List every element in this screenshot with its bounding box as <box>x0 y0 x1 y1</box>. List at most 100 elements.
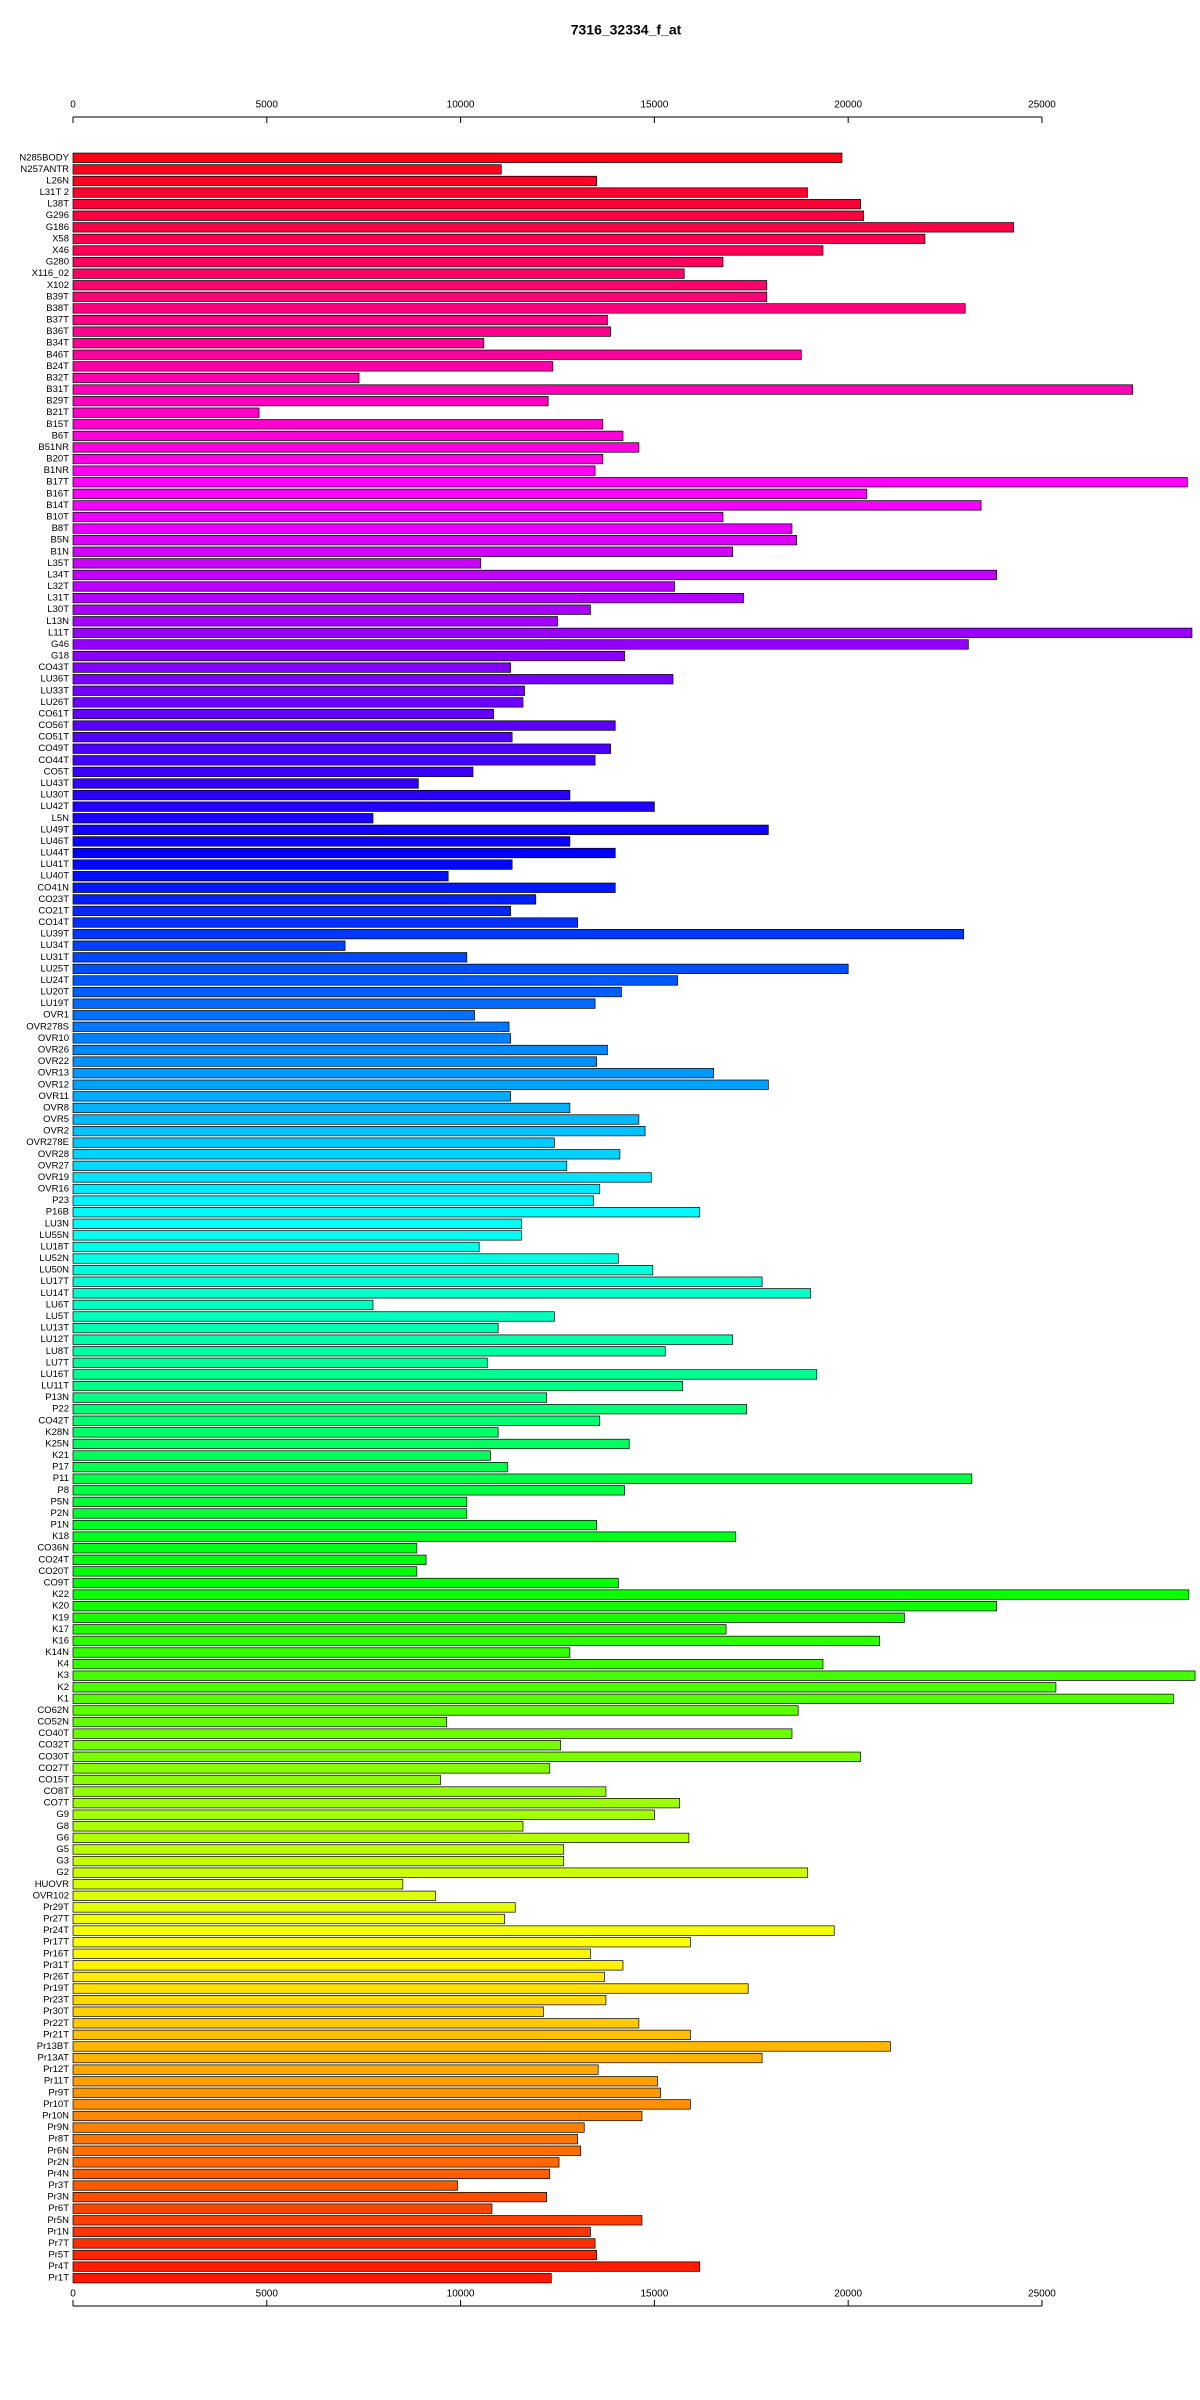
bar <box>72 2145 582 2156</box>
bar <box>72 361 554 372</box>
y-tick-label: L35T <box>47 558 69 569</box>
y-tick-label: CO23T <box>38 894 69 905</box>
bar <box>72 1693 1174 1704</box>
y-tick-label: Pr9N <box>47 2122 69 2133</box>
bar <box>72 2273 552 2284</box>
bar <box>72 1971 605 1983</box>
y-tick-label: B34T <box>46 338 69 349</box>
y-tick-label: OVR13 <box>38 1068 69 1079</box>
y-tick-label: LU19T <box>40 998 69 1009</box>
y-tick-label: CO61T <box>38 708 69 719</box>
y-tick-label: LU5T <box>46 1311 69 1322</box>
y-tick-label: L5N <box>52 813 70 824</box>
y-tick-label: CO62N <box>37 1705 69 1716</box>
y-tick-label: LU12T <box>40 1334 69 1345</box>
bar <box>72 2134 578 2145</box>
y-tick-label: LU34T <box>40 940 69 951</box>
y-tick-label: K25N <box>45 1438 69 1449</box>
y-tick-label: B38T <box>46 303 69 314</box>
y-tick-label: Pr10N <box>42 2111 69 2122</box>
bar <box>72 199 861 210</box>
bar <box>72 1763 551 1774</box>
bar <box>72 1577 619 1589</box>
bar <box>72 1832 690 1844</box>
y-tick-label: LU39T <box>40 929 69 940</box>
y-tick-label: LU55N <box>39 1230 69 1241</box>
bar <box>72 2064 599 2075</box>
y-tick-label: X116_02 <box>32 268 69 279</box>
y-tick-label: HUOVR <box>35 1879 69 1890</box>
y-tick-label: Pr6N <box>47 2145 69 2156</box>
y-tick-label: P11 <box>53 1473 69 1484</box>
y-tick-label: CO5T <box>44 766 70 777</box>
bar <box>72 755 596 766</box>
y-tick-label: LU30T <box>40 790 69 801</box>
bar <box>72 477 1188 488</box>
y-tick-label: Pr4T <box>48 2261 69 2272</box>
y-tick-label: Pr2N <box>47 2157 69 2168</box>
y-tick-label: B17T <box>46 477 69 488</box>
bar <box>72 905 511 917</box>
y-tick-label: LU40T <box>40 871 69 882</box>
y-tick-label: K22 <box>52 1589 69 1600</box>
x-tick-label: 15000 <box>640 100 668 111</box>
y-tick-label: G46 <box>51 639 69 650</box>
bar <box>72 685 525 696</box>
bar <box>72 1519 597 1531</box>
bar <box>72 453 604 465</box>
y-tick-label: B36T <box>46 326 69 337</box>
bar <box>72 732 513 743</box>
y-tick-label: CO44T <box>38 755 69 766</box>
chart-title: 7316_32334_f_at <box>571 22 682 38</box>
y-tick-label: G3 <box>56 1856 69 1867</box>
y-tick-label: Pr3T <box>48 2180 69 2191</box>
y-tick-label: LU43T <box>40 778 69 789</box>
bar <box>72 535 797 546</box>
y-tick-label: CO49T <box>38 743 69 754</box>
y-tick-label: Pr5T <box>48 2250 69 2261</box>
y-tick-label: K17 <box>52 1624 69 1635</box>
y-tick-label: CO15T <box>38 1774 69 1785</box>
y-tick-label: OVR19 <box>38 1172 69 1183</box>
bar <box>72 1010 475 1021</box>
bar <box>72 2215 643 2226</box>
bar <box>72 2226 591 2237</box>
bar <box>72 2238 596 2249</box>
bar <box>72 1740 561 1751</box>
y-tick-label: G280 <box>46 257 69 268</box>
bar <box>72 1172 652 1183</box>
y-tick-label: OVR28 <box>38 1149 69 1160</box>
y-tick-label: P22 <box>52 1404 69 1415</box>
y-tick-label: K19 <box>52 1612 69 1623</box>
bar <box>72 1798 680 1809</box>
y-tick-label: Pr1T <box>48 2273 69 2284</box>
y-tick-label: Pr10T <box>43 2099 69 2110</box>
y-tick-label: OVR278S <box>26 1021 69 1032</box>
y-tick-label: LU18T <box>40 1241 69 1252</box>
bar <box>72 268 685 279</box>
bar <box>72 1404 747 1415</box>
y-tick-label: B5N <box>51 535 70 546</box>
bar <box>72 871 449 882</box>
y-tick-label: OVR27 <box>38 1160 69 1171</box>
bar <box>72 1960 624 1971</box>
x-tick-label: 0 <box>70 100 76 111</box>
x-tick-label: 10000 <box>447 100 475 111</box>
y-tick-label: L11T <box>48 627 69 638</box>
bar <box>72 407 260 418</box>
bar <box>72 210 865 221</box>
bar <box>72 581 675 592</box>
y-tick-label: LU24T <box>40 975 69 986</box>
bar <box>72 789 571 801</box>
y-tick-label: LU44T <box>40 848 69 859</box>
y-tick-label: CO9T <box>44 1578 70 1589</box>
y-tick-label: L38T <box>47 199 69 210</box>
bar <box>72 616 558 627</box>
y-tick-label: N285BODY <box>19 152 69 163</box>
bar <box>72 1566 418 1577</box>
bar <box>72 245 824 256</box>
y-tick-label: LU26T <box>40 697 69 708</box>
x-tick-label: 25000 <box>1028 100 1056 111</box>
bar <box>72 500 982 511</box>
x-tick-label: 10000 <box>447 2289 475 2300</box>
